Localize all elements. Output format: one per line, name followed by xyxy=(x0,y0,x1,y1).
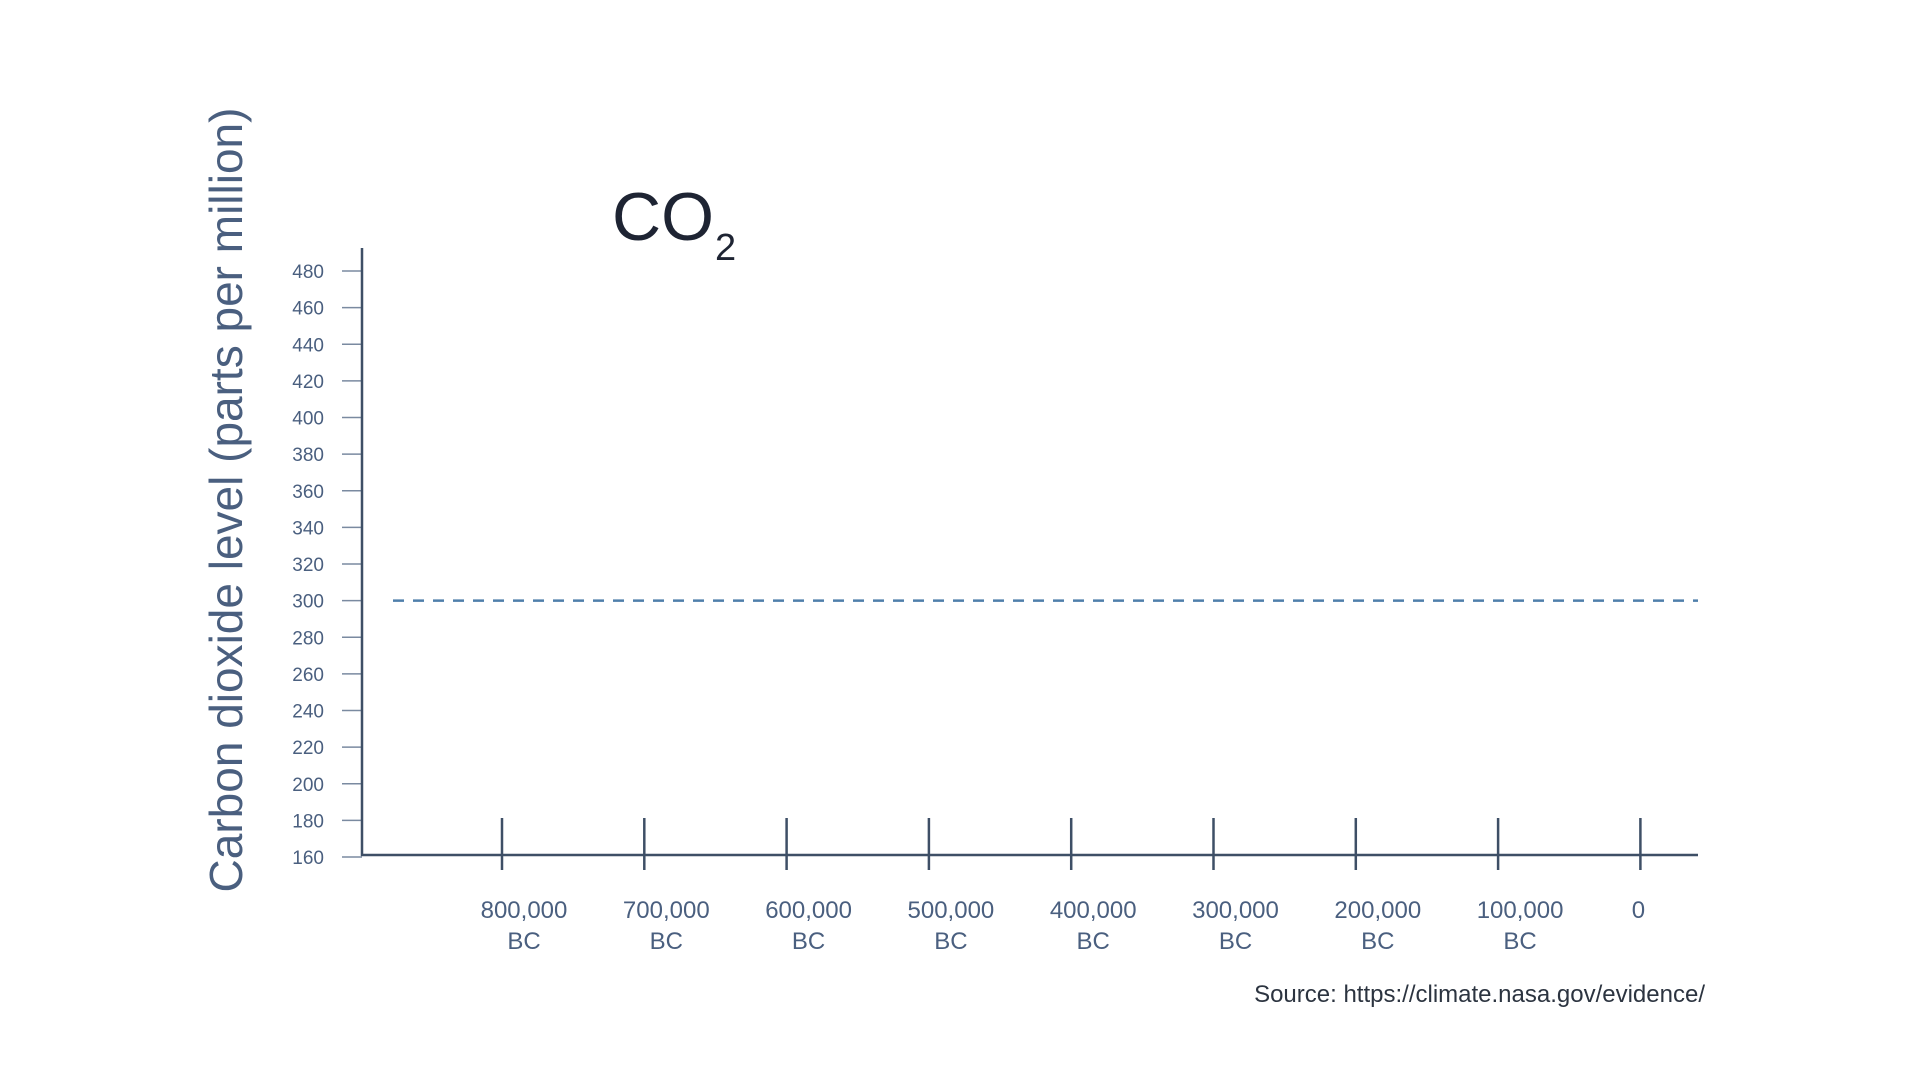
x-tick-label--400000: 400,000 xyxy=(1050,897,1137,924)
chart-title: CO xyxy=(612,179,714,255)
y-tick-label-180: 180 xyxy=(292,811,324,832)
y-axis-label: Carbon dioxide level (parts per million) xyxy=(200,108,252,893)
y-tick-label-440: 440 xyxy=(292,335,324,356)
y-tick-label-160: 160 xyxy=(292,848,324,869)
y-tick-label-300: 300 xyxy=(292,592,324,613)
x-tick-label-bc--500000: BC xyxy=(934,928,967,955)
y-tick-label-480: 480 xyxy=(292,262,324,283)
x-tick-label--500000: 500,000 xyxy=(908,897,995,924)
x-tick-label-0: 0 xyxy=(1632,897,1645,924)
y-tick-label-240: 240 xyxy=(292,702,324,723)
y-tick-label-340: 340 xyxy=(292,518,324,539)
x-tick-label-bc--400000: BC xyxy=(1077,928,1110,955)
y-tick-label-260: 260 xyxy=(292,665,324,686)
x-tick-label--600000: 600,000 xyxy=(765,897,852,924)
y-axis-ticks: 160 180 200 220 240 260 280 300 320 340 360 380 400 4… xyxy=(292,262,362,869)
x-tick-label-bc--600000: BC xyxy=(792,928,825,955)
y-tick-label-220: 220 xyxy=(292,738,324,759)
x-tick-label-bc--800000: BC xyxy=(507,928,540,955)
source-citation: Source: https://climate.nasa.gov/evidenc… xyxy=(1254,981,1705,1008)
x-tick-label--800000: 800,000 xyxy=(481,897,568,924)
x-axis-ticks: 800,000 BC 700,000 BC 600,000 BC 500,000 BC 400,… xyxy=(481,818,1645,955)
x-tick-label-bc--300000: BC xyxy=(1219,928,1252,955)
y-tick-label-280: 280 xyxy=(292,628,324,649)
x-tick-label--200000: 200,000 xyxy=(1334,897,1421,924)
y-tick-label-460: 460 xyxy=(292,299,324,320)
chart-title-subscript: 2 xyxy=(715,227,736,269)
x-tick-label-bc--200000: BC xyxy=(1361,928,1394,955)
x-tick-label-bc--700000: BC xyxy=(650,928,683,955)
x-tick-label--700000: 700,000 xyxy=(623,897,710,924)
y-tick-label-200: 200 xyxy=(292,775,324,796)
x-tick-label--100000: 100,000 xyxy=(1477,897,1564,924)
y-tick-label-380: 380 xyxy=(292,445,324,466)
y-tick-label-400: 400 xyxy=(292,409,324,430)
x-tick-label--300000: 300,000 xyxy=(1192,897,1279,924)
y-tick-label-420: 420 xyxy=(292,372,324,393)
y-tick-label-360: 360 xyxy=(292,482,324,503)
x-tick-label-bc--100000: BC xyxy=(1503,928,1536,955)
y-tick-label-320: 320 xyxy=(292,555,324,576)
